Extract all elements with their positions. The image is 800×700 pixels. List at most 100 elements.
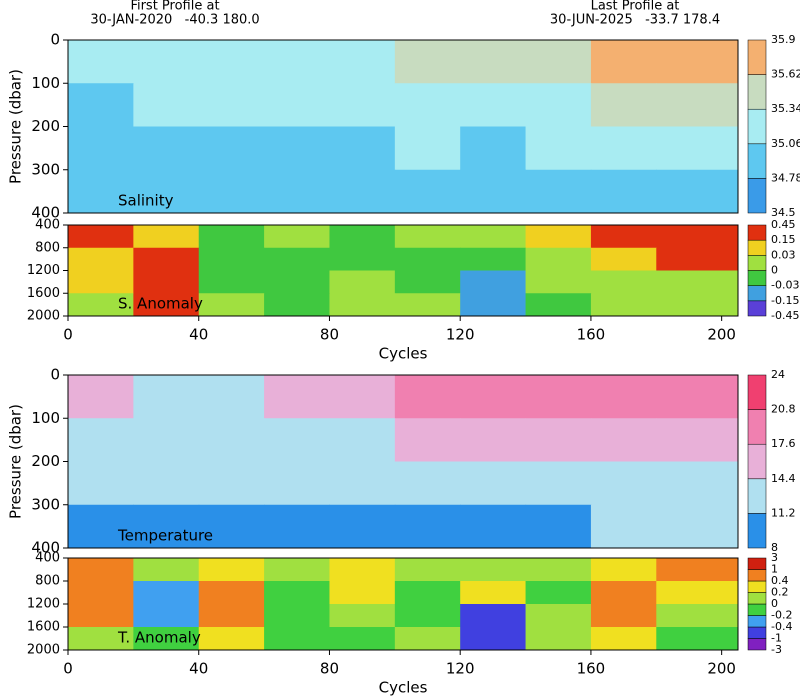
heat-cell: [525, 461, 592, 506]
colorbar-swatch: [747, 513, 767, 549]
heat-cell: [264, 270, 330, 294]
heat-cell: [68, 375, 134, 419]
heat-cell: [460, 418, 527, 462]
heat-cell: [133, 504, 200, 549]
heat-cell: [460, 169, 527, 214]
heat-cell: [656, 504, 739, 549]
heat-cell: [68, 627, 134, 651]
heat-cell: [198, 418, 265, 462]
heat-cell: [264, 293, 330, 317]
x-axis-label: Cycles: [379, 679, 428, 697]
y-tick-label: 400: [35, 551, 60, 566]
heat-cell: [329, 169, 396, 214]
heat-cell: [133, 270, 200, 294]
y-tick-label: 0: [50, 366, 60, 384]
panel-label: T. Anomaly: [117, 629, 201, 647]
heat-cell: [590, 627, 657, 651]
heat-cell: [590, 558, 657, 582]
heat-cell: [133, 83, 200, 127]
colorbar-label: -3: [771, 643, 782, 656]
colorbar-swatch: [747, 626, 767, 639]
heat-cell: [656, 604, 739, 628]
heat-cell: [68, 293, 134, 317]
colorbar-label: 24: [771, 368, 785, 381]
heat-cell: [329, 418, 396, 462]
x-tick-label: 200: [707, 660, 736, 678]
heat-cell: [590, 247, 657, 271]
colorbar-swatch: [747, 239, 767, 256]
heat-cell: [590, 40, 657, 84]
heat-cell: [329, 247, 396, 271]
colorbar-swatch: [747, 300, 767, 317]
heat-cell: [525, 418, 592, 462]
heat-cell: [329, 225, 396, 249]
colorbar-swatch: [747, 409, 767, 445]
heat-cell: [525, 604, 592, 628]
colorbar-label: 1: [771, 563, 778, 576]
heat-cell: [68, 247, 134, 271]
colorbar-swatch: [747, 108, 767, 145]
heat-cell: [394, 418, 461, 462]
heat-cell: [68, 558, 134, 582]
heat-cell: [656, 627, 739, 651]
y-tick-label: 300: [31, 495, 60, 513]
heat-cell: [264, 225, 330, 249]
heat-cell: [68, 40, 134, 84]
heat-cell: [329, 627, 396, 651]
heat-cell: [394, 169, 461, 214]
heat-cell: [133, 126, 200, 171]
heat-cell: [525, 293, 592, 317]
heat-cell: [460, 40, 527, 84]
y-tick-label: 0: [50, 31, 60, 49]
heat-cell: [525, 169, 592, 214]
heat-cell: [133, 604, 200, 628]
heat-cell: [329, 504, 396, 549]
heat-cell: [394, 504, 461, 549]
heat-cell: [394, 293, 461, 317]
y-tick-label: 1600: [27, 286, 60, 301]
heat-cell: [329, 558, 396, 582]
heat-cell: [656, 461, 739, 506]
y-tick-label: 200: [31, 452, 60, 470]
heat-cell: [198, 247, 265, 271]
heat-cell: [590, 581, 657, 605]
x-tick-label: 200: [707, 326, 736, 344]
heat-cell: [198, 270, 265, 294]
heat-cell: [656, 293, 739, 317]
y-tick-label: 400: [35, 218, 60, 233]
heat-cell: [525, 83, 592, 127]
colorbar-label: -0.03: [771, 279, 799, 292]
heat-cell: [525, 581, 592, 605]
heat-cell: [264, 247, 330, 271]
colorbar-label: 14.4: [771, 472, 796, 485]
heat-cell: [394, 126, 461, 171]
heat-cell: [264, 126, 330, 171]
panel-label: Salinity: [118, 192, 174, 210]
heat-cell: [525, 247, 592, 271]
colorbar-swatch: [747, 443, 767, 480]
heat-cell: [590, 126, 657, 171]
heat-cell: [460, 461, 527, 506]
heat-cell: [133, 461, 200, 506]
heat-cell: [460, 225, 527, 249]
heat-cell: [264, 169, 330, 214]
heat-cell: [264, 461, 330, 506]
heat-cell: [264, 604, 330, 628]
heat-cell: [525, 504, 592, 549]
colorbar-label: -0.4: [771, 620, 792, 633]
heat-cell: [133, 418, 200, 462]
heat-cell: [525, 375, 592, 419]
heat-cell: [590, 225, 657, 249]
y-axis-label: Pressure (dbar): [7, 404, 25, 519]
y-tick-label: 200: [31, 117, 60, 135]
heat-cell: [460, 604, 527, 628]
heat-cell: [133, 627, 200, 651]
heat-cell: [68, 270, 134, 294]
heat-cell: [525, 126, 592, 171]
colorbar-label: 0.2: [771, 586, 789, 599]
heat-cell: [460, 126, 527, 171]
heat-cell: [656, 418, 739, 462]
colorbar-label: 17.6: [771, 437, 796, 450]
colorbar-label: 35.62: [771, 68, 800, 81]
y-tick-label: 2000: [27, 309, 60, 324]
